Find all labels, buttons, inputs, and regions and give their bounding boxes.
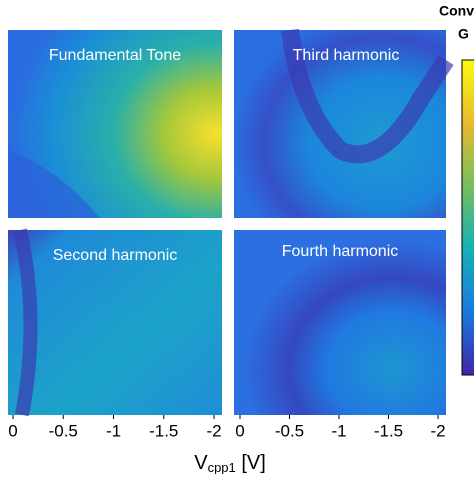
x-axis-label-unit: [V] — [236, 452, 266, 474]
heatmap-panel — [234, 230, 446, 415]
colorbar — [461, 59, 474, 376]
x-tick-label: -0.5 — [49, 421, 78, 440]
heatmap-panel — [8, 230, 222, 415]
x-tick-label: -1.5 — [149, 421, 178, 440]
heatmap-shade — [13, 228, 38, 417]
x-tick-label: -1 — [331, 421, 346, 440]
x-tick-label: 0 — [235, 421, 244, 440]
panel-title: Second harmonic — [53, 247, 178, 264]
panel-title: Third harmonic — [293, 47, 400, 64]
x-tick-label: -2 — [206, 421, 221, 440]
x-tick-label: 0 — [8, 421, 17, 440]
heatmap-shade — [281, 28, 454, 164]
colorbar-label: G — [458, 26, 469, 42]
panel-title: Fourth harmonic — [282, 243, 399, 260]
x-axis-label-main: V — [194, 452, 208, 474]
x-tick-label: -0.5 — [275, 421, 304, 440]
x-tick-label: -1 — [106, 421, 121, 440]
colorbar-label: Conv — [439, 3, 474, 19]
heatmap-shade — [8, 150, 100, 218]
x-axis-label-sub: cpp1 — [208, 460, 236, 474]
x-tick-label: -1.5 — [374, 421, 403, 440]
x-axis-label: Vcpp1 [V] — [194, 452, 266, 474]
panel-title: Fundamental Tone — [49, 47, 181, 64]
x-tick-label: -2 — [430, 421, 445, 440]
